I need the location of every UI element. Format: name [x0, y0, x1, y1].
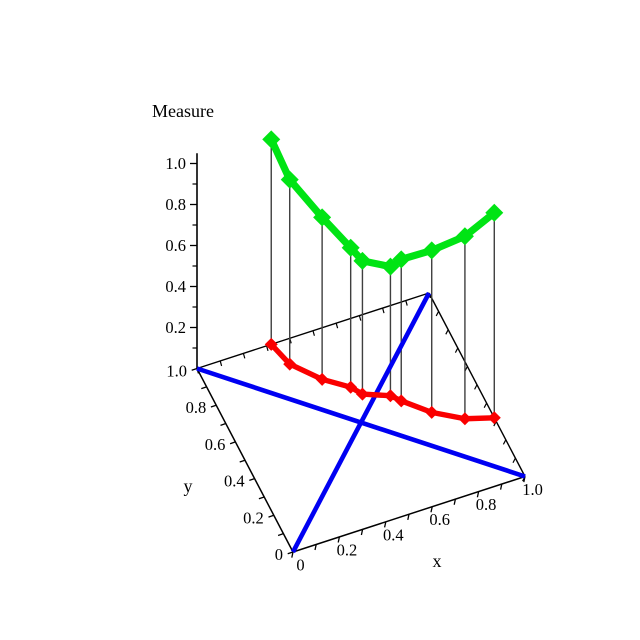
y-tick-label: 1.0 — [166, 362, 187, 381]
z-tick-label: 0.4 — [165, 277, 186, 296]
x-axis-tick — [476, 491, 480, 498]
x-axis-tick — [430, 506, 433, 513]
base-curve-marker — [355, 387, 369, 401]
measure-curve-marker — [341, 238, 360, 257]
far-y-tick — [502, 439, 507, 445]
y-axis-tick — [287, 551, 294, 555]
x-tick-label: 0.6 — [429, 510, 450, 529]
base-curve-line — [269, 342, 495, 422]
measure-curve-line — [267, 137, 497, 271]
base-curve-marker — [458, 412, 472, 426]
plot-generated-content: 0.2 0.4 0.6 0.8 1.0 0 0.2 0.4 0.6 0.8 1.0 0 0.2 0.4 0.… — [165, 130, 543, 575]
x-tick-label: 0.2 — [337, 540, 358, 559]
y-axis-tick — [220, 422, 227, 426]
base-curve-marker — [487, 411, 501, 425]
far-y-tick — [454, 347, 459, 353]
base-diagonal-falling — [196, 366, 526, 479]
axis-tick-labels: 0.2 0.4 0.6 0.8 1.0 0 0.2 0.4 0.6 0.8 1.0 0 0.2 0.4 0.… — [165, 154, 542, 575]
x-axis-tick — [291, 551, 294, 558]
base-diagonals — [196, 291, 526, 554]
y-axis-tick — [201, 386, 207, 390]
x-axis-tick — [337, 536, 341, 543]
x-axis-tick — [383, 521, 387, 528]
far-x-tick — [219, 360, 223, 367]
x-axis-tick — [314, 544, 317, 551]
z-tick-label: 0.6 — [165, 236, 186, 255]
measure-curve-marker — [262, 130, 281, 149]
y-axis-tick — [268, 514, 275, 518]
z-tick-label: 0.8 — [165, 195, 186, 214]
far-x-tick — [358, 315, 362, 321]
y-tick-label: 0 — [275, 545, 283, 564]
y-axis-title: y — [184, 476, 193, 496]
y-axis-tick — [249, 477, 255, 482]
y-axis-tick — [277, 533, 284, 537]
far-x-tick — [382, 307, 385, 314]
axis-ticks — [190, 162, 526, 558]
y-tick-label: 0.4 — [224, 472, 245, 491]
z-tick-label: 0.2 — [165, 318, 186, 337]
measure-curve-marker — [353, 251, 372, 270]
measure-curve-marker — [485, 203, 504, 222]
x-tick-label: 0.8 — [476, 495, 497, 514]
x-axis-tick — [499, 483, 503, 490]
x-axis-tick — [453, 499, 457, 505]
y-tick-label: 0.2 — [243, 508, 264, 527]
base-curve-marker — [344, 380, 358, 394]
measure-curve-marker — [381, 257, 400, 276]
measure-curve-marker — [422, 241, 441, 260]
far-y-tick — [445, 329, 449, 335]
far-y-tick — [483, 402, 488, 408]
x-tick-label: 0 — [296, 556, 304, 575]
far-x-tick — [405, 300, 408, 306]
base-curve-marker — [383, 389, 397, 403]
far-y-tick — [474, 384, 478, 390]
base-curve-marker — [283, 357, 297, 371]
base-curve-marker — [315, 372, 329, 386]
base-curve-marker — [264, 337, 278, 351]
base-projection-curve — [264, 337, 501, 426]
x-tick-label: 0.4 — [383, 525, 404, 544]
x-axis-tick — [523, 476, 526, 483]
y-axis-tick — [229, 441, 236, 445]
y-axis-tick — [239, 459, 246, 463]
y-axis-tick — [210, 404, 217, 408]
y-tick-label: 0.8 — [186, 398, 207, 417]
measure-curve-marker — [280, 170, 299, 189]
base-curve-marker — [394, 394, 408, 408]
y-axis-tick — [258, 496, 265, 500]
far-x-tick — [335, 323, 339, 329]
z-axis-title: Measure — [152, 101, 214, 121]
far-x-tick — [266, 345, 269, 352]
base-curve-marker — [425, 405, 439, 419]
x-axis-title: x — [433, 551, 442, 571]
far-x-tick — [242, 353, 246, 359]
z-tick-label: 1.0 — [165, 154, 186, 173]
measure-curve — [262, 130, 504, 276]
y-tick-label: 0.6 — [205, 435, 226, 454]
measure-curve-marker — [455, 227, 474, 246]
y-axis-tick — [191, 367, 198, 371]
measure-curve-marker — [392, 250, 411, 269]
far-x-tick — [312, 330, 315, 336]
far-y-tick — [435, 311, 440, 317]
x-axis-tick — [360, 529, 364, 536]
drop-lines — [270, 139, 495, 419]
far-y-tick — [512, 457, 516, 464]
measure-curve-marker — [313, 208, 332, 227]
x-axis-tick — [407, 514, 410, 520]
x-tick-label: 1.0 — [522, 480, 543, 499]
